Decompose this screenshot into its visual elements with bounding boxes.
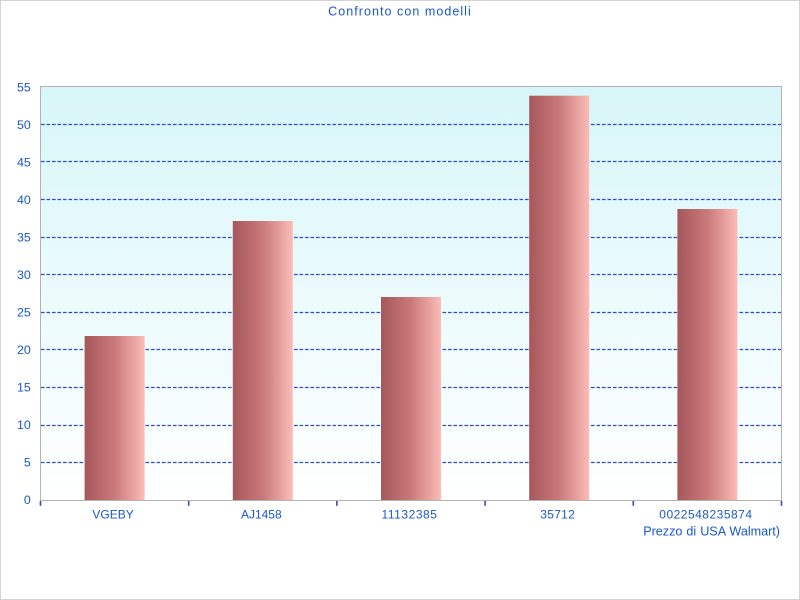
svg-text:AJ1458: AJ1458 xyxy=(241,508,282,522)
svg-text:35712: 35712 xyxy=(540,508,575,522)
svg-text:0022548235874: 0022548235874 xyxy=(659,508,752,522)
svg-text:Prezzo di USA Walmart): Prezzo di USA Walmart) xyxy=(643,525,780,539)
svg-text:15: 15 xyxy=(17,381,31,395)
svg-text:Confronto con modelli: Confronto con modelli xyxy=(328,5,472,19)
svg-text:11132385: 11132385 xyxy=(381,508,437,522)
svg-text:55: 55 xyxy=(17,81,31,95)
svg-text:30: 30 xyxy=(17,268,31,282)
svg-text:5: 5 xyxy=(24,456,31,470)
svg-text:35: 35 xyxy=(17,231,31,245)
svg-text:25: 25 xyxy=(17,306,31,320)
svg-text:40: 40 xyxy=(17,193,31,207)
svg-text:10: 10 xyxy=(17,418,31,432)
svg-text:VGEBY: VGEBY xyxy=(92,508,133,522)
svg-text:0: 0 xyxy=(24,493,31,507)
svg-text:50: 50 xyxy=(17,118,31,132)
svg-text:45: 45 xyxy=(17,156,31,170)
svg-text:20: 20 xyxy=(17,343,31,357)
